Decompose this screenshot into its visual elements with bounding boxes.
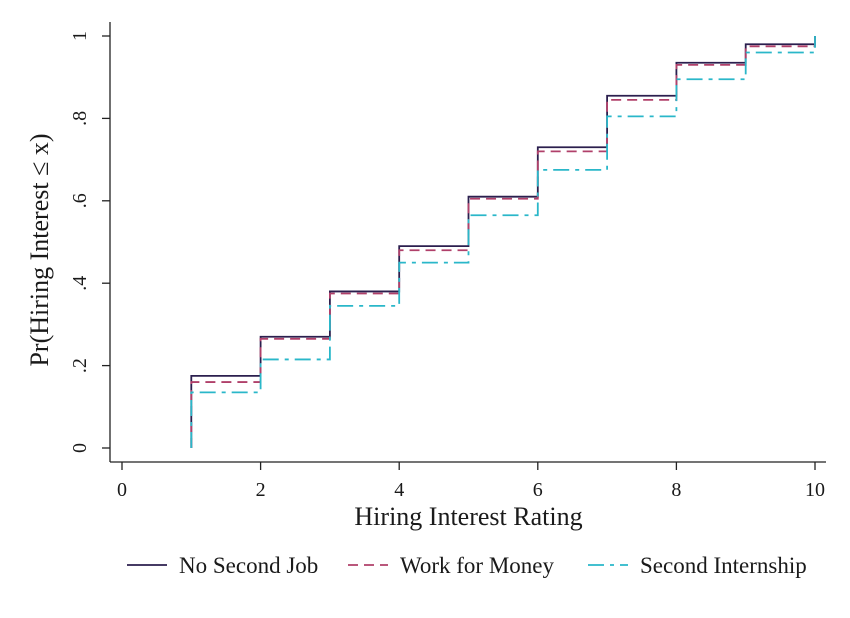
legend-label: No Second Job [179,553,318,578]
y-tick-label: 1 [69,31,91,41]
x-tick-label: 0 [117,479,127,501]
x-tick-label: 6 [533,479,543,501]
legend: No Second Job Work for Money Second Intern… [127,553,807,578]
x-tick-label: 4 [394,479,404,501]
y-tick-label: .4 [69,276,91,291]
series-line-1 [190,36,816,448]
legend-label: Second Internship [640,553,807,578]
legend-label: Work for Money [400,553,555,578]
series-layer [190,36,816,448]
y-tick-label: 0 [69,443,91,453]
axes [109,22,826,463]
series-line-3 [190,36,816,448]
x-axis-title: Hiring Interest Rating [354,502,582,531]
x-tick-label: 10 [805,479,825,501]
x-tick-label: 2 [256,479,266,501]
x-tick-label: 8 [671,479,681,501]
y-tick-label: .8 [69,111,91,126]
x-ticks: 0 2 4 6 8 10 [117,462,825,501]
y-axis-title: Pr(Hiring Interest ≤ x) [25,133,54,366]
y-ticks: 0 .2 .4 .6 .8 1 [69,31,110,453]
y-tick-label: .6 [69,193,91,208]
y-tick-label: .2 [69,358,91,373]
series-line-2 [190,36,816,448]
